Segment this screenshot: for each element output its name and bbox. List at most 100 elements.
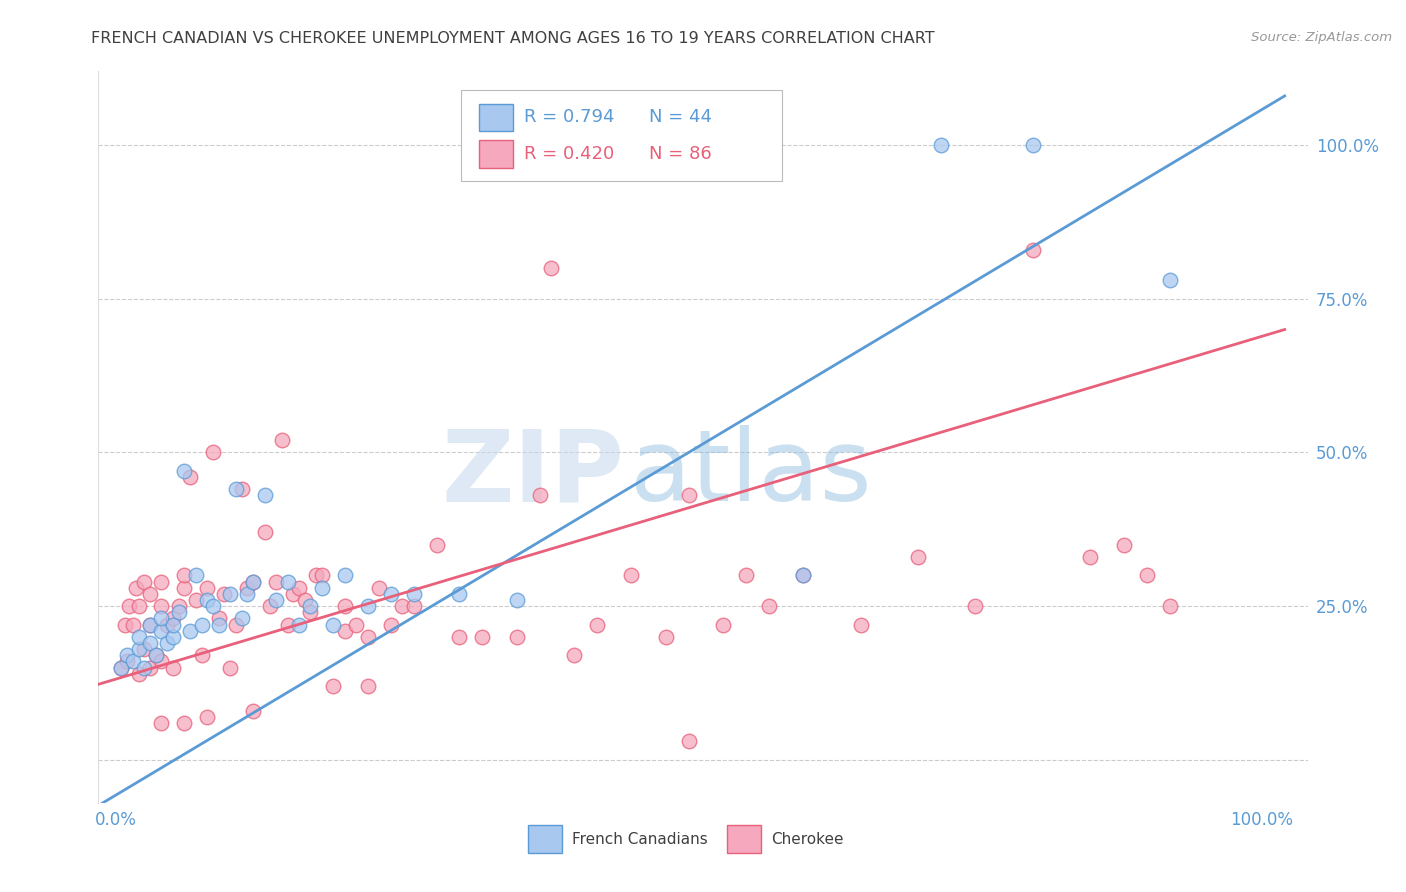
- Point: [214, 587, 236, 601]
- Point: [1021, 243, 1043, 257]
- Point: [735, 568, 758, 582]
- Point: [506, 593, 529, 607]
- Text: R = 0.420: R = 0.420: [524, 145, 614, 163]
- Point: [150, 715, 173, 730]
- Point: [167, 599, 190, 613]
- Point: [115, 655, 138, 669]
- Point: [270, 433, 292, 447]
- Point: [391, 599, 413, 613]
- Point: [264, 574, 287, 589]
- Text: Cherokee: Cherokee: [770, 832, 844, 847]
- Point: [322, 617, 344, 632]
- Text: FRENCH CANADIAN VS CHEROKEE UNEMPLOYMENT AMONG AGES 16 TO 19 YEARS CORRELATION C: FRENCH CANADIAN VS CHEROKEE UNEMPLOYMENT…: [91, 31, 935, 46]
- Point: [1078, 549, 1101, 564]
- Point: [139, 617, 162, 632]
- Point: [150, 611, 173, 625]
- Point: [162, 630, 184, 644]
- Point: [167, 605, 190, 619]
- Point: [179, 470, 201, 484]
- Point: [173, 464, 195, 478]
- Point: [128, 599, 150, 613]
- Point: [1136, 568, 1159, 582]
- Point: [118, 599, 141, 613]
- Bar: [479, 140, 513, 168]
- Point: [333, 568, 356, 582]
- Point: [562, 648, 585, 663]
- Point: [150, 655, 173, 669]
- Point: [145, 648, 167, 663]
- Point: [236, 581, 259, 595]
- Point: [380, 587, 402, 601]
- Point: [758, 599, 780, 613]
- Point: [115, 648, 138, 663]
- Point: [145, 648, 167, 663]
- Text: Source: ZipAtlas.com: Source: ZipAtlas.com: [1251, 31, 1392, 45]
- Point: [449, 587, 471, 601]
- Bar: [727, 825, 761, 853]
- Text: ZIP: ZIP: [441, 425, 624, 522]
- Point: [134, 660, 156, 674]
- Point: [114, 617, 136, 632]
- Point: [264, 593, 287, 607]
- Point: [219, 587, 242, 601]
- Point: [156, 636, 179, 650]
- Point: [449, 630, 471, 644]
- Point: [179, 624, 201, 638]
- Point: [506, 630, 529, 644]
- Bar: [479, 103, 513, 131]
- Point: [150, 624, 173, 638]
- Point: [242, 704, 264, 718]
- Point: [225, 483, 247, 497]
- Point: [231, 483, 253, 497]
- Point: [128, 630, 150, 644]
- Point: [357, 599, 380, 613]
- Point: [711, 617, 734, 632]
- Point: [1021, 138, 1043, 153]
- Point: [202, 445, 225, 459]
- Point: [305, 568, 328, 582]
- Point: [586, 617, 609, 632]
- Point: [965, 599, 987, 613]
- Point: [125, 581, 148, 595]
- Point: [402, 599, 425, 613]
- Point: [139, 660, 162, 674]
- Point: [150, 574, 173, 589]
- Text: French Canadians: French Canadians: [572, 832, 709, 847]
- Point: [1114, 538, 1136, 552]
- Point: [368, 581, 391, 595]
- Point: [294, 593, 316, 607]
- Point: [208, 617, 231, 632]
- Point: [150, 599, 173, 613]
- Point: [540, 261, 562, 276]
- FancyBboxPatch shape: [461, 90, 782, 181]
- Bar: [527, 825, 561, 853]
- Point: [849, 617, 872, 632]
- Point: [529, 488, 551, 502]
- Point: [1159, 273, 1181, 287]
- Point: [134, 642, 156, 657]
- Point: [208, 611, 231, 625]
- Point: [907, 549, 929, 564]
- Point: [121, 655, 143, 669]
- Point: [311, 568, 333, 582]
- Point: [173, 568, 195, 582]
- Point: [425, 538, 447, 552]
- Point: [792, 568, 814, 582]
- Point: [139, 587, 162, 601]
- Point: [253, 525, 276, 540]
- Point: [1159, 599, 1181, 613]
- Point: [402, 587, 425, 601]
- Text: N = 86: N = 86: [648, 145, 711, 163]
- Point: [110, 660, 132, 674]
- Point: [219, 660, 242, 674]
- Point: [344, 617, 367, 632]
- Point: [322, 679, 344, 693]
- Point: [225, 617, 247, 632]
- Text: R = 0.794: R = 0.794: [524, 109, 614, 127]
- Point: [357, 679, 380, 693]
- Text: atlas: atlas: [630, 425, 872, 522]
- Point: [242, 574, 264, 589]
- Point: [259, 599, 281, 613]
- Point: [162, 611, 184, 625]
- Point: [195, 593, 218, 607]
